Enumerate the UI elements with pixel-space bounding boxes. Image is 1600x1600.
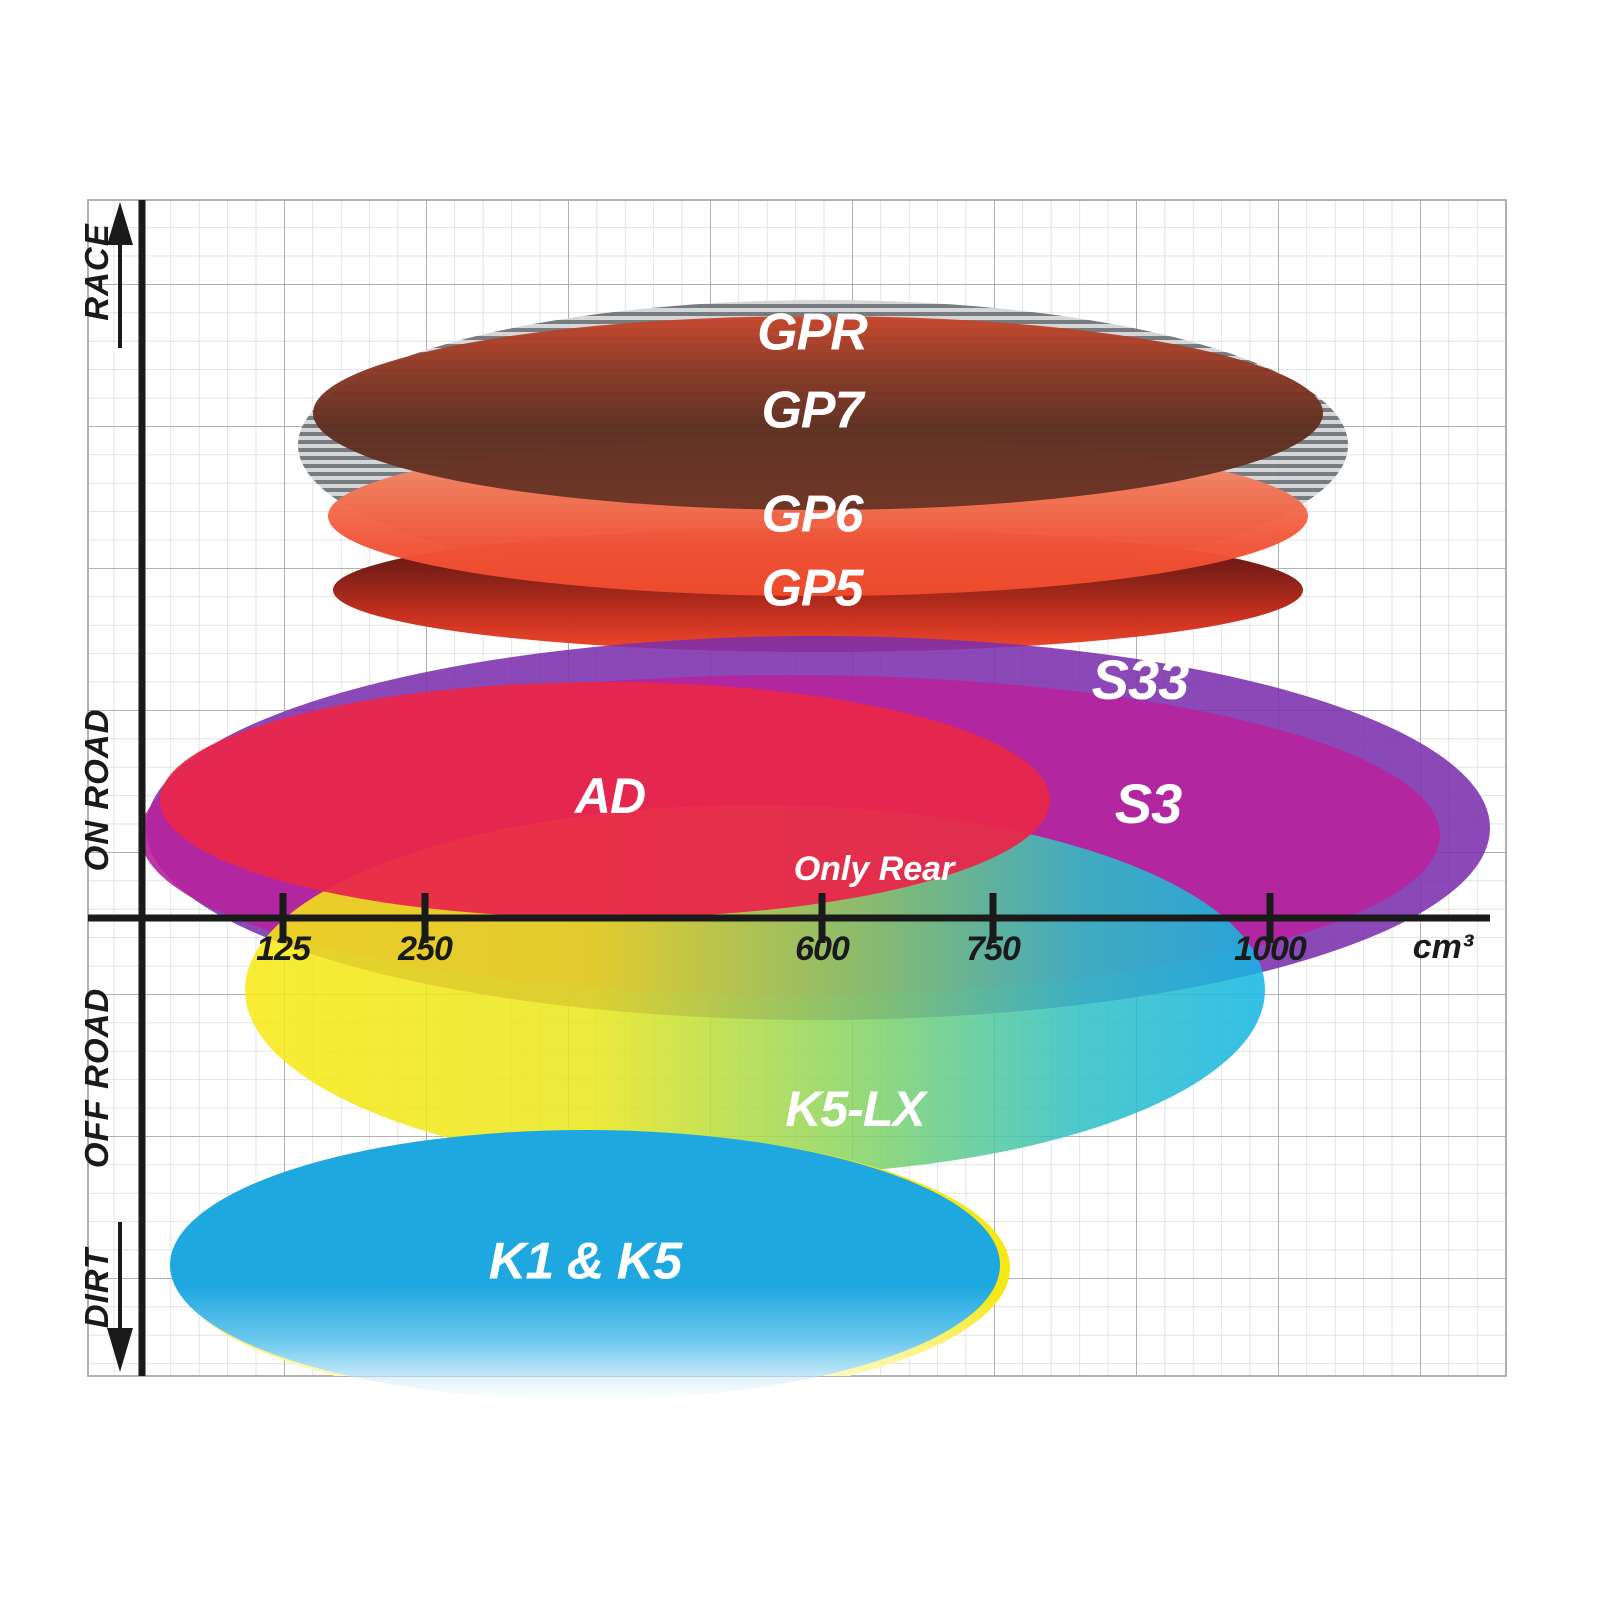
y-band-label-dirt: DIRT [78,1246,115,1328]
x-tick-label-600: 600 [795,930,850,968]
y-band-label-off-road: OFF ROAD [78,988,115,1168]
bubble-label-gp6: GP6 [761,486,864,544]
bubble-label-s3: S3 [1115,772,1182,835]
annotation-only-rear: Only Rear [794,850,956,888]
bubble-label-gp7: GP7 [761,382,865,440]
bubble-label-s33: S33 [1092,648,1189,711]
bubble-gp7[interactable] [313,316,1323,510]
x-tick-label-1000: 1000 [1234,930,1307,968]
race-direction-arrow-icon [107,202,133,348]
x-tick-label-125: 125 [256,930,312,968]
bubble-k1-k5[interactable] [170,1130,1010,1405]
x-axis-unit-label: cm³ [1413,928,1475,966]
bubble-label-k1-k5: K1 & K5 [489,1233,683,1291]
dirt-direction-arrow-icon [107,1222,133,1372]
bubble-label-gp5: GP5 [761,560,864,618]
bubble-label-gpr: GPR [757,304,868,362]
x-tick-label-250: 250 [397,930,453,968]
bubble-k1-k5-bleed [348,1376,822,1400]
chart-axes [88,200,1490,1376]
x-axis-ticks [279,893,1274,943]
bubble-label-k5-lx: K5-LX [785,1081,928,1137]
bubble-label-ad: AD [573,768,645,824]
x-tick-label-750: 750 [966,930,1021,968]
y-band-label-on-road: ON ROAD [78,709,115,872]
bubble-ad[interactable] [160,682,1050,918]
bubble-layer [140,300,1490,1405]
chart-text-layer: RACE ON ROAD OFF ROAD DIRT 125 250 600 7… [78,223,1475,1328]
y-band-label-race: RACE [78,223,115,321]
